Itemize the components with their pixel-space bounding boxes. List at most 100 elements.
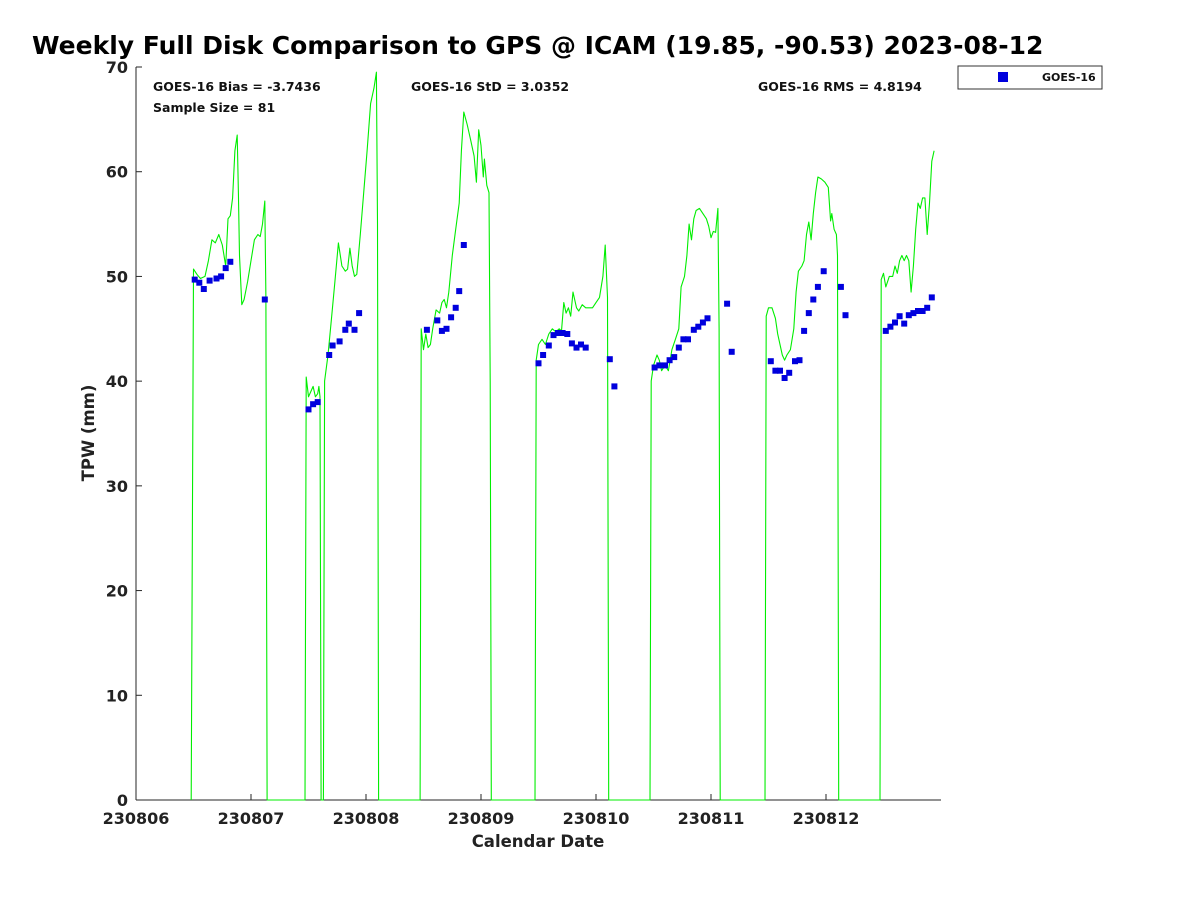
goes16-point — [448, 314, 455, 321]
y-tick-label: 30 — [106, 477, 128, 496]
goes16-point — [662, 362, 668, 369]
legend-box — [957, 65, 1103, 90]
goes16-point — [460, 242, 467, 248]
goes16-point — [728, 348, 735, 355]
goes16-point — [915, 308, 921, 314]
goes16-point — [452, 304, 459, 311]
goes16-point — [892, 319, 898, 326]
goes16-point — [342, 326, 349, 333]
plot-area — [135, 67, 941, 801]
x-axis-label: Calendar Date — [472, 832, 605, 851]
goes16-point — [310, 401, 317, 408]
goes16-point — [213, 275, 220, 282]
chart-title: Weekly Full Disk Comparison to GPS @ ICA… — [32, 31, 1043, 60]
goes16-point — [356, 310, 363, 317]
goes16-point — [792, 358, 798, 365]
stat-rms: GOES-16 RMS = 4.8194 — [758, 79, 922, 94]
legend-label-goes16: GOES-16 — [1042, 71, 1096, 84]
stat-std: GOES-16 StD = 3.0352 — [411, 79, 569, 94]
goes16-point — [218, 273, 225, 280]
goes16-point — [666, 357, 673, 364]
goes16-point — [434, 317, 441, 324]
goes16-point — [777, 367, 783, 374]
goes16-point — [685, 336, 691, 343]
goes16-point — [781, 375, 788, 381]
goes16-point — [227, 258, 234, 265]
goes16-point — [690, 326, 697, 333]
goes16-point — [305, 406, 312, 413]
y-tick-label: 40 — [106, 372, 128, 391]
goes16-point — [924, 304, 931, 311]
goes16-point — [695, 323, 702, 330]
goes16-point — [535, 360, 542, 367]
goes16-point — [910, 310, 917, 317]
goes16-point — [191, 276, 198, 283]
goes16-point — [796, 357, 803, 364]
legend-swatch-goes16 — [998, 72, 1008, 82]
y-tick-label: 50 — [106, 267, 128, 286]
goes16-point — [329, 342, 336, 349]
goes16-point — [582, 344, 589, 351]
y-tick-label: 10 — [106, 686, 128, 705]
goes16-point — [919, 308, 926, 314]
goes16-point — [842, 312, 849, 319]
goes16-series — [191, 242, 935, 413]
goes16-point — [606, 356, 613, 363]
stat-sample-size: Sample Size = 81 — [153, 100, 275, 115]
goes16-point — [680, 336, 687, 343]
goes16-point — [564, 331, 571, 337]
x-tick-label: 230806 — [103, 809, 170, 828]
y-tick-label: 70 — [106, 58, 128, 77]
goes16-point — [887, 323, 894, 330]
x-tick-label: 230807 — [218, 809, 285, 828]
goes16-point — [675, 344, 682, 351]
goes16-point — [200, 286, 207, 292]
goes16-point — [550, 332, 557, 339]
goes16-point — [573, 344, 580, 351]
goes16-point — [345, 320, 352, 327]
goes16-point — [901, 320, 908, 327]
goes16-point — [545, 342, 552, 349]
goes16-point — [443, 325, 450, 332]
goes16-point — [896, 313, 903, 320]
goes16-point — [222, 265, 229, 272]
goes16-point — [772, 367, 779, 374]
goes16-point — [611, 383, 618, 390]
goes16-point — [196, 279, 203, 286]
goes16-point — [578, 341, 584, 348]
goes16-point — [805, 310, 812, 317]
gps-line — [190, 71, 935, 801]
goes16-point — [724, 300, 731, 307]
goes16-point — [928, 294, 935, 301]
goes16-point — [326, 352, 333, 358]
goes16-point — [438, 327, 445, 334]
goes16-point — [540, 352, 547, 358]
goes16-point — [820, 268, 827, 275]
y-tick-label: 60 — [106, 163, 128, 182]
x-tick-label: 230810 — [563, 809, 630, 828]
goes16-point — [206, 277, 213, 284]
goes16-point — [704, 315, 711, 322]
legend: GOES-16 — [957, 65, 1103, 90]
x-tick-label: 230808 — [333, 809, 400, 828]
goes16-point — [568, 340, 575, 347]
x-tick-label: 230809 — [448, 809, 515, 828]
x-tick-label: 230811 — [678, 809, 745, 828]
goes16-point — [786, 369, 793, 376]
goes16-point — [651, 364, 658, 371]
goes16-point — [905, 312, 912, 319]
stat-bias: GOES-16 Bias = -3.7436 — [153, 79, 321, 94]
goes16-point — [261, 296, 268, 303]
goes16-point — [837, 283, 844, 290]
goes16-point — [810, 296, 817, 303]
y-axis-label: TPW (mm) — [79, 385, 98, 482]
goes16-point — [559, 330, 566, 336]
y-axis-ticks: 0 10 20 30 40 50 60 70 — [106, 58, 142, 810]
goes16-point — [882, 327, 889, 334]
gps-series — [190, 71, 935, 801]
goes16-point — [314, 399, 321, 406]
goes16-point — [656, 362, 663, 369]
x-axis-ticks: 230806 230807 230808 230809 230810 230811 2308… — [103, 794, 859, 828]
goes16-point — [456, 288, 463, 295]
goes16-point — [671, 354, 678, 361]
